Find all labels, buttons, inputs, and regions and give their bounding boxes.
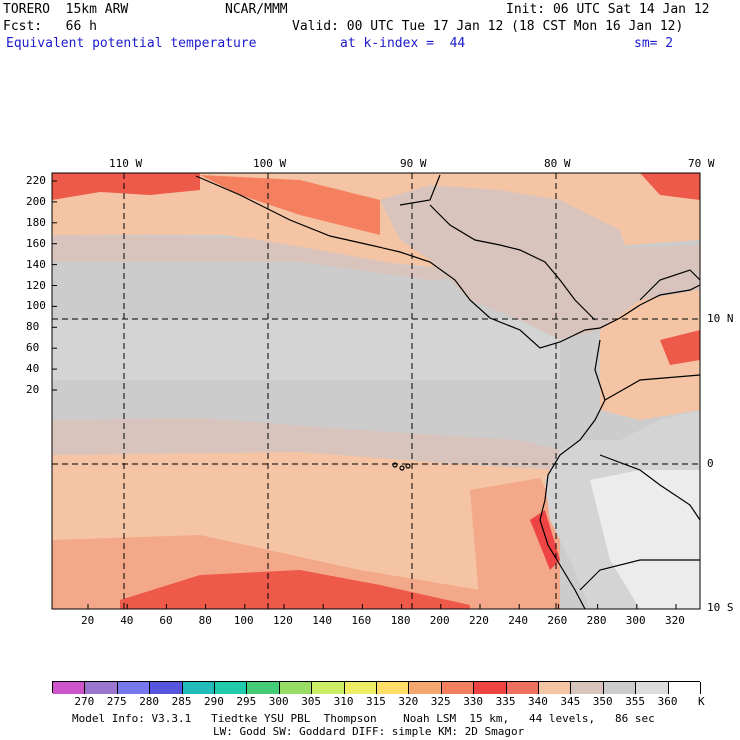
- lat-label-0: 0: [707, 457, 714, 470]
- y-tick-label: 180: [26, 215, 46, 229]
- colorbar-swatch: [571, 682, 604, 694]
- colorbar-swatch: [377, 682, 410, 694]
- colorbar-label: 310: [333, 695, 354, 708]
- x-tick-label: 200: [429, 614, 450, 627]
- y-tick-label: 60: [26, 341, 40, 355]
- y-tick-label: 140: [26, 257, 46, 271]
- x-tick-label: 300: [625, 614, 646, 627]
- colorbar-label: 275: [106, 695, 127, 708]
- y-tick-label: 200: [26, 194, 46, 208]
- colorbar-label: 315: [366, 695, 386, 708]
- colorbar-label: 330: [463, 695, 484, 708]
- y-tick-label: 120: [26, 278, 46, 292]
- colorbar-swatch: [247, 682, 280, 694]
- colorbar-unit: K: [698, 695, 705, 708]
- forecast-hour: Fcst: 66 h: [3, 19, 97, 34]
- colorbar-swatch: [150, 682, 183, 694]
- colorbar-swatch: [409, 682, 442, 694]
- colorbar-label: 320: [398, 695, 419, 708]
- colorbar-label: 280: [139, 695, 160, 708]
- theta-e-field: [52, 173, 700, 609]
- x-tick-label: 240: [508, 614, 529, 627]
- field-name: Equivalent potential temperature: [6, 36, 257, 51]
- colorbar-label: 360: [657, 695, 678, 708]
- x-tick-label: 220: [469, 614, 489, 627]
- colorbar-label: 350: [592, 695, 613, 708]
- colorbar-swatch: [117, 682, 151, 694]
- lat-label-10n: 10 N: [707, 312, 734, 325]
- colorbar-label: 290: [204, 695, 224, 708]
- colorbar-label: 305: [301, 695, 322, 708]
- y-tick-label: 220: [26, 174, 46, 187]
- lat-label-10s: 10 S: [707, 601, 734, 614]
- x-tick-label: 140: [312, 614, 333, 627]
- colorbar-label: 355: [625, 695, 646, 708]
- colorbar-swatch: [668, 682, 701, 694]
- lon-label-90w: 90 W: [400, 157, 427, 170]
- y-tick-label: 100: [26, 299, 46, 313]
- k-index-label: at k-index = 44: [340, 36, 466, 51]
- x-tick-label: 100: [233, 614, 254, 627]
- x-tick-label: 20: [81, 614, 95, 627]
- x-tick-label: 60: [159, 614, 173, 627]
- x-tick-label: 320: [665, 614, 685, 627]
- x-tick-label: 180: [390, 614, 411, 627]
- colorbar-swatch: [636, 682, 669, 694]
- model-title: TORERO 15km ARW: [3, 2, 129, 17]
- x-tick-label: 260: [547, 614, 568, 627]
- colorbar-label: 295: [236, 695, 257, 708]
- lon-label-80w: 80 W: [544, 157, 571, 170]
- grid-lines: [52, 173, 700, 609]
- valid-time: Valid: 00 UTC Tue 17 Jan 12 (18 CST Mon …: [292, 19, 684, 34]
- map-frame: [51, 172, 701, 610]
- colorbar-label: 285: [171, 695, 192, 708]
- colorbar-label: 345: [560, 695, 581, 708]
- x-tick-label: 40: [120, 614, 134, 627]
- axis-ticks: [52, 180, 677, 609]
- colorbar-label: 270: [74, 695, 95, 708]
- lon-label-110w: 110 W: [109, 157, 143, 170]
- colorbar-swatch: [344, 682, 377, 694]
- smoothing-label: sm= 2: [634, 36, 674, 51]
- y-tick-label: 160: [26, 236, 46, 250]
- x-tick-label: 280: [586, 614, 607, 627]
- colorbar-label: 300: [268, 695, 289, 708]
- colorbar-label: 335: [495, 695, 516, 708]
- x-tick-label: 120: [273, 614, 293, 627]
- colorbar-label: 325: [430, 695, 451, 708]
- lon-label-70w: 70 W: [688, 157, 715, 170]
- colorbar-swatch: [506, 682, 539, 694]
- y-tick-label: 20: [26, 383, 40, 396]
- physics-info: LW: Godd SW: Goddard DIFF: simple KM: 2D…: [213, 725, 525, 738]
- colorbar-swatch: [312, 682, 345, 694]
- colorbar-swatch: [182, 682, 215, 694]
- colorbar-swatch: [53, 682, 86, 694]
- colorbar-label: 340: [528, 695, 548, 708]
- y-tick-label: 80: [26, 320, 40, 334]
- colorbar-swatch: [85, 682, 118, 694]
- colorbar-swatch: [539, 682, 572, 694]
- x-tick-label: 160: [351, 614, 372, 627]
- init-time: Init: 06 UTC Sat 14 Jan 12: [506, 2, 710, 17]
- y-tick-label: 40: [26, 362, 40, 376]
- x-tick-label: 80: [198, 614, 212, 627]
- colorbar-swatch: [474, 682, 507, 694]
- colorbar: [52, 681, 701, 694]
- center-label: NCAR/MMM: [225, 2, 288, 17]
- colorbar-swatch: [279, 682, 313, 694]
- colorbar-swatch: [603, 682, 637, 694]
- colorbar-swatch: [215, 682, 248, 694]
- model-info: Model Info: V3.3.1 Tiedtke YSU PBL Thomp…: [72, 712, 655, 725]
- lon-label-100w: 100 W: [253, 157, 287, 170]
- colorbar-swatch: [441, 682, 475, 694]
